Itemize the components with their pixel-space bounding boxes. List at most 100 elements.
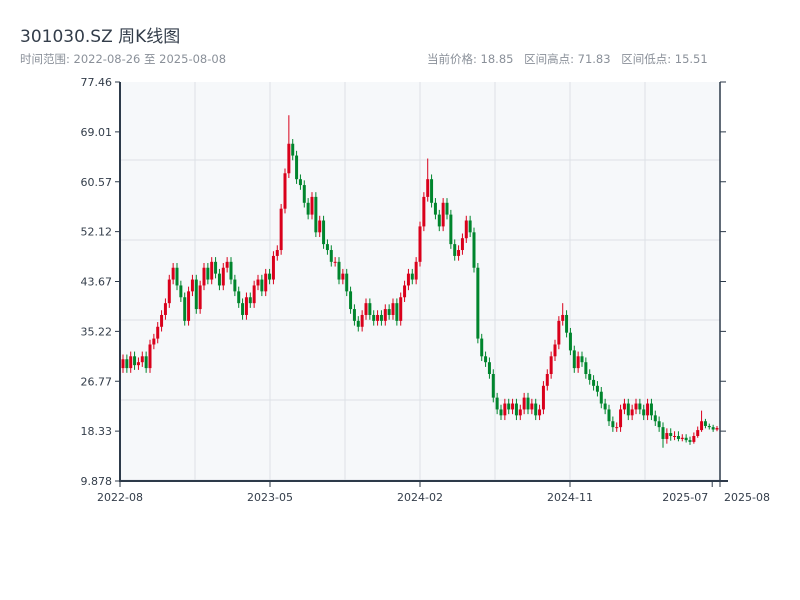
- candle-body: [673, 436, 677, 438]
- candle-up: [333, 257, 337, 267]
- candle-down: [491, 369, 495, 403]
- candle-body: [676, 436, 680, 439]
- candle-up: [414, 257, 418, 285]
- candle-up: [441, 198, 445, 232]
- candle-body: [252, 285, 256, 304]
- candle-up: [360, 310, 364, 332]
- candle-body: [349, 291, 353, 310]
- candle-up: [136, 357, 140, 370]
- candle-body: [703, 421, 707, 426]
- x-tick-label: 2024-11: [547, 491, 593, 504]
- candle-body: [700, 421, 704, 431]
- candle-body: [653, 415, 657, 422]
- x-tick-label: 2022-08: [97, 491, 143, 504]
- candle-body: [499, 409, 503, 416]
- candle-up: [391, 298, 395, 320]
- candle-down: [229, 257, 233, 285]
- x-tick-label: 2025-07: [662, 491, 708, 504]
- candle-body: [503, 403, 507, 416]
- candle-up: [522, 392, 526, 415]
- candle-body: [406, 273, 410, 286]
- candle-body: [599, 391, 603, 404]
- candle-body: [237, 291, 241, 304]
- candle-up: [541, 381, 545, 415]
- candle-up: [692, 432, 696, 444]
- candle-down: [133, 351, 137, 370]
- candle-down: [642, 404, 646, 421]
- candle-body: [426, 179, 430, 197]
- candle-body: [194, 279, 198, 310]
- candle-body: [619, 409, 623, 428]
- candle-body: [487, 362, 491, 375]
- candle-body: [514, 403, 518, 416]
- candle-up: [310, 192, 314, 220]
- candle-up: [399, 292, 403, 326]
- y-tick-label: 9.878: [81, 475, 113, 488]
- candle-body: [156, 326, 160, 339]
- candle-body: [229, 261, 233, 280]
- candle-up: [252, 280, 256, 308]
- candle-body: [441, 202, 445, 227]
- candle-body: [387, 309, 391, 315]
- candle-body: [541, 385, 545, 410]
- candle-down: [356, 316, 360, 332]
- candle-up: [129, 351, 133, 373]
- candle-body: [464, 220, 468, 239]
- candle-body: [302, 185, 306, 203]
- candle-down: [684, 434, 688, 443]
- candle-body: [136, 362, 140, 366]
- candle-body: [622, 403, 626, 410]
- candle-body: [399, 297, 403, 321]
- candle-up: [460, 233, 464, 255]
- candle-up: [225, 257, 229, 273]
- candle-body: [144, 356, 148, 369]
- candle-body: [403, 285, 407, 298]
- candle-body: [557, 320, 561, 345]
- candle-body: [175, 267, 179, 286]
- candle-body: [460, 238, 464, 251]
- candle-body: [657, 421, 661, 428]
- candle-up: [615, 422, 619, 432]
- candle-up: [630, 404, 634, 421]
- candle-down: [565, 310, 569, 338]
- candle-up: [403, 280, 407, 302]
- candle-body: [376, 314, 380, 321]
- candle-body: [642, 409, 646, 416]
- candle-up: [383, 304, 387, 326]
- candle-body: [530, 403, 534, 410]
- candle-body: [133, 356, 137, 366]
- candle-up: [148, 339, 152, 373]
- candle-body: [295, 155, 299, 180]
- candle-down: [194, 274, 198, 314]
- candle-down: [480, 333, 484, 362]
- candle-down: [433, 198, 437, 220]
- candle-down: [595, 381, 599, 397]
- candle-down: [395, 298, 399, 326]
- candle-down: [302, 180, 306, 208]
- candle-up: [646, 398, 650, 421]
- candle-down: [499, 404, 503, 421]
- candle-body: [665, 433, 669, 439]
- candle-body: [298, 179, 302, 186]
- candle-body: [318, 220, 322, 233]
- y-tick-label: 35.22: [81, 325, 113, 338]
- candle-body: [268, 273, 272, 280]
- candle-down: [248, 292, 252, 308]
- candle-down: [514, 398, 518, 421]
- date-range: 时间范围: 2022-08-26 至 2025-08-08: [20, 52, 227, 66]
- candle-body: [534, 403, 538, 416]
- candle-body: [225, 261, 229, 268]
- candle-body: [649, 403, 653, 416]
- candle-body: [163, 303, 167, 315]
- candle-body: [638, 403, 642, 410]
- candle-down: [437, 209, 441, 232]
- candle-down: [526, 392, 530, 415]
- candle-down: [649, 398, 653, 421]
- candle-body: [210, 261, 214, 280]
- candle-body: [472, 232, 476, 268]
- candle-body: [379, 314, 383, 321]
- candle-up: [190, 274, 194, 297]
- candle-body: [283, 173, 287, 209]
- candle-body: [364, 303, 368, 315]
- candle-body: [480, 338, 484, 357]
